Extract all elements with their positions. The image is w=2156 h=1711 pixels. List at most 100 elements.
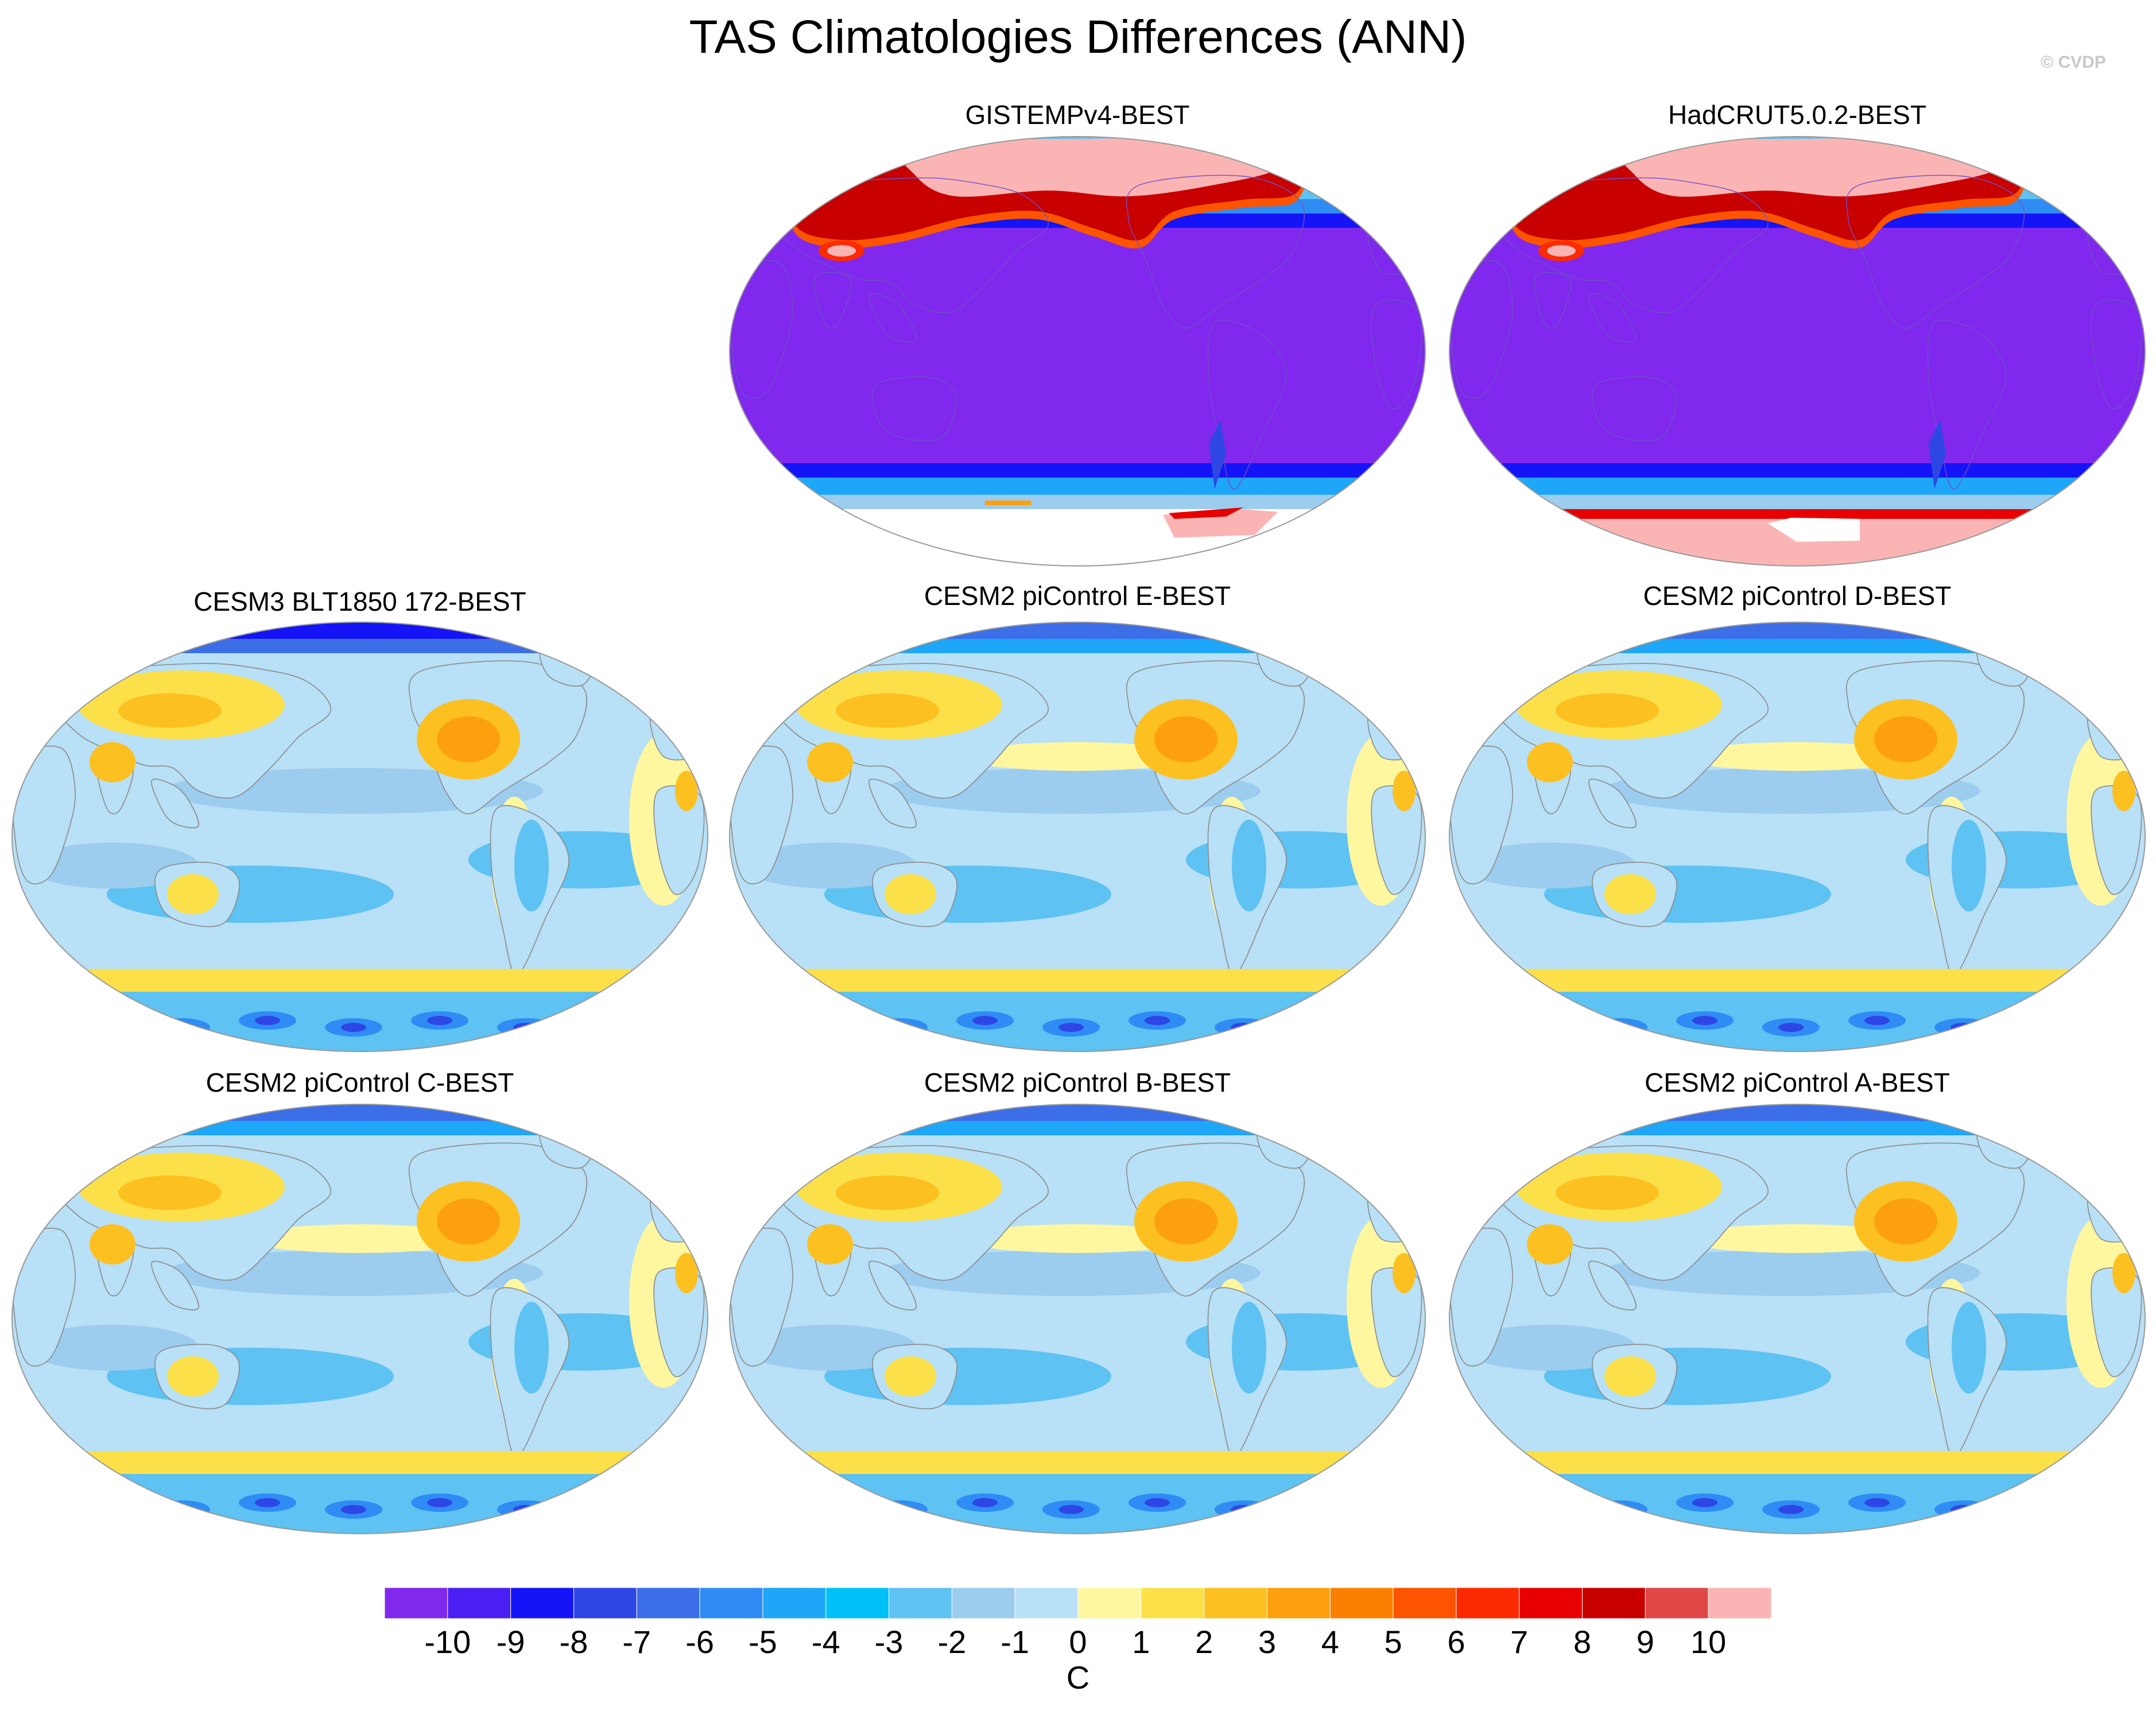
samerica-cool	[514, 1302, 549, 1394]
coastline-wafrica	[1371, 300, 1422, 410]
colorbar-tick-label: -6	[685, 1624, 714, 1660]
panel-title-cesm2-c: CESM2 piControl C-BEST	[205, 1068, 514, 1097]
colorbar-tick-label: -1	[1001, 1624, 1029, 1660]
map-outline	[1449, 136, 2146, 567]
coastline-samerica	[1207, 319, 1287, 490]
colorbar-swatch	[889, 1587, 952, 1619]
colorbar-tick-label: -3	[875, 1624, 903, 1660]
antarctic-cold-core	[1692, 1498, 1717, 1507]
land-seasia	[151, 778, 199, 829]
antarctic-cold-core	[1231, 1023, 1256, 1032]
arctic-warm-core	[1618, 138, 1999, 197]
warm-spot-core	[827, 245, 856, 257]
map-panel-cesm2-b	[729, 1104, 1426, 1534]
colorbar-tick-label: -7	[622, 1624, 651, 1660]
antarctic-cold-cell	[497, 1500, 554, 1519]
panel-title-cesm3: CESM3 BLT1850 172-BEST	[193, 587, 526, 616]
colorbar-swatch	[1014, 1587, 1079, 1619]
antarctic-cold-core	[513, 1023, 538, 1032]
antarctic-cold-cell	[1934, 1500, 1992, 1519]
antarctic-cold-core	[427, 1016, 452, 1025]
map-panel-cesm2-d	[1449, 622, 2146, 1052]
asia-warm-core	[118, 1175, 222, 1210]
ocean-background	[730, 137, 1425, 566]
antarctic-cold-core	[972, 1498, 998, 1507]
india-warm	[90, 742, 135, 782]
map-outline	[1449, 1104, 2146, 1534]
colorbar-swatch	[1266, 1587, 1331, 1619]
australia-warm	[167, 874, 219, 914]
colorbar-swatch	[1708, 1587, 1772, 1619]
australia-warm	[885, 874, 936, 914]
antarctic-cold-cell	[2021, 1493, 2078, 1512]
antarctic-cold-core	[1317, 1016, 1342, 1025]
arctic-warm-core	[898, 138, 1279, 197]
coastline-asia	[774, 177, 1049, 313]
colorbar-tick-label: 4	[1321, 1624, 1339, 1660]
land-africa	[1449, 1228, 1513, 1367]
antarctic-cold-core	[83, 1498, 108, 1507]
asia-warm-core	[836, 693, 939, 728]
antarctic-cold-cell	[1504, 1011, 1561, 1030]
colorbar-swatch	[699, 1587, 763, 1619]
colorbar-swatch	[1077, 1587, 1142, 1619]
pacific-warm-band	[962, 1224, 1192, 1253]
samerica-cool	[1232, 820, 1266, 911]
colorbar-swatch	[1519, 1587, 1583, 1619]
antarctic-cold-core	[1058, 1505, 1084, 1514]
antarctic-cold-core	[2037, 1016, 2062, 1025]
australia-warm	[1604, 1356, 1656, 1396]
pacific-warm-band	[1682, 742, 1911, 771]
antarctic-cold-core	[1864, 1016, 1890, 1025]
antarctic-cold-core	[1778, 1023, 1804, 1032]
southern-ocean-warm	[730, 969, 1425, 992]
land-seasia	[868, 1260, 917, 1311]
antarctic-cold-core	[255, 1016, 280, 1025]
antarctic-cold-core	[1951, 1023, 1976, 1032]
andes-cool	[1209, 420, 1226, 489]
antarctic-cold-core	[1520, 1016, 1545, 1025]
antarctic-cold-cell	[497, 1018, 554, 1037]
antarctic-cold-core	[83, 1016, 108, 1025]
australia-warm	[885, 1356, 936, 1396]
antarctic-cold-core	[599, 1498, 625, 1507]
map-outline	[729, 1104, 1426, 1534]
coastline-africa	[730, 260, 793, 399]
coastline-seasia	[1588, 293, 1637, 343]
colorbar-tick-label: 1	[1132, 1624, 1150, 1660]
antarctic-cold-cell	[1504, 1493, 1561, 1512]
antarctic-cold-core	[1778, 1505, 1804, 1514]
antarctic-cold-core	[800, 1016, 825, 1025]
pacific-warm-band	[1682, 1224, 1911, 1253]
africa-warm	[1393, 771, 1416, 811]
antarctic-cold-cell	[784, 1493, 842, 1512]
samerica-cool	[1952, 1302, 1986, 1394]
asia-warm-core	[1556, 693, 1659, 728]
land-wafrica	[2091, 785, 2142, 895]
antarctic-cold-core	[1317, 1498, 1342, 1507]
antarctic-cool	[1449, 1474, 2145, 1534]
antarctic-cold-core	[2037, 1498, 2062, 1507]
colorbar-tick-label: 3	[1258, 1624, 1276, 1660]
panel-title-hadcrut: HadCRUT5.0.2-BEST	[1668, 100, 1926, 130]
antarctic-cold-core	[1864, 1498, 1890, 1507]
colorbar-tick-label: 9	[1637, 1624, 1654, 1660]
land-wafrica	[653, 1267, 705, 1378]
antarctic-cold-core	[1951, 1505, 1976, 1514]
colorbar-swatch	[1456, 1587, 1520, 1619]
asia-warm-core	[1556, 1175, 1659, 1210]
coastline-wafrica	[2091, 300, 2142, 410]
colorbar-swatch	[1393, 1587, 1457, 1619]
africa-warm	[1393, 1253, 1416, 1293]
land-wafrica	[1371, 1267, 1422, 1378]
land-africa	[730, 1228, 793, 1367]
antarctic-cold-core	[341, 1505, 366, 1514]
map-outline	[729, 136, 1426, 567]
warm-spot-core	[1547, 245, 1576, 257]
land-wafrica	[1371, 785, 1422, 895]
colorbar-tick-label: 5	[1385, 1624, 1402, 1660]
map-outline	[11, 622, 708, 1052]
coastline-africa	[1449, 260, 1513, 399]
india-warm	[1527, 1224, 1573, 1264]
antarctic-cold-core	[1692, 1016, 1717, 1025]
